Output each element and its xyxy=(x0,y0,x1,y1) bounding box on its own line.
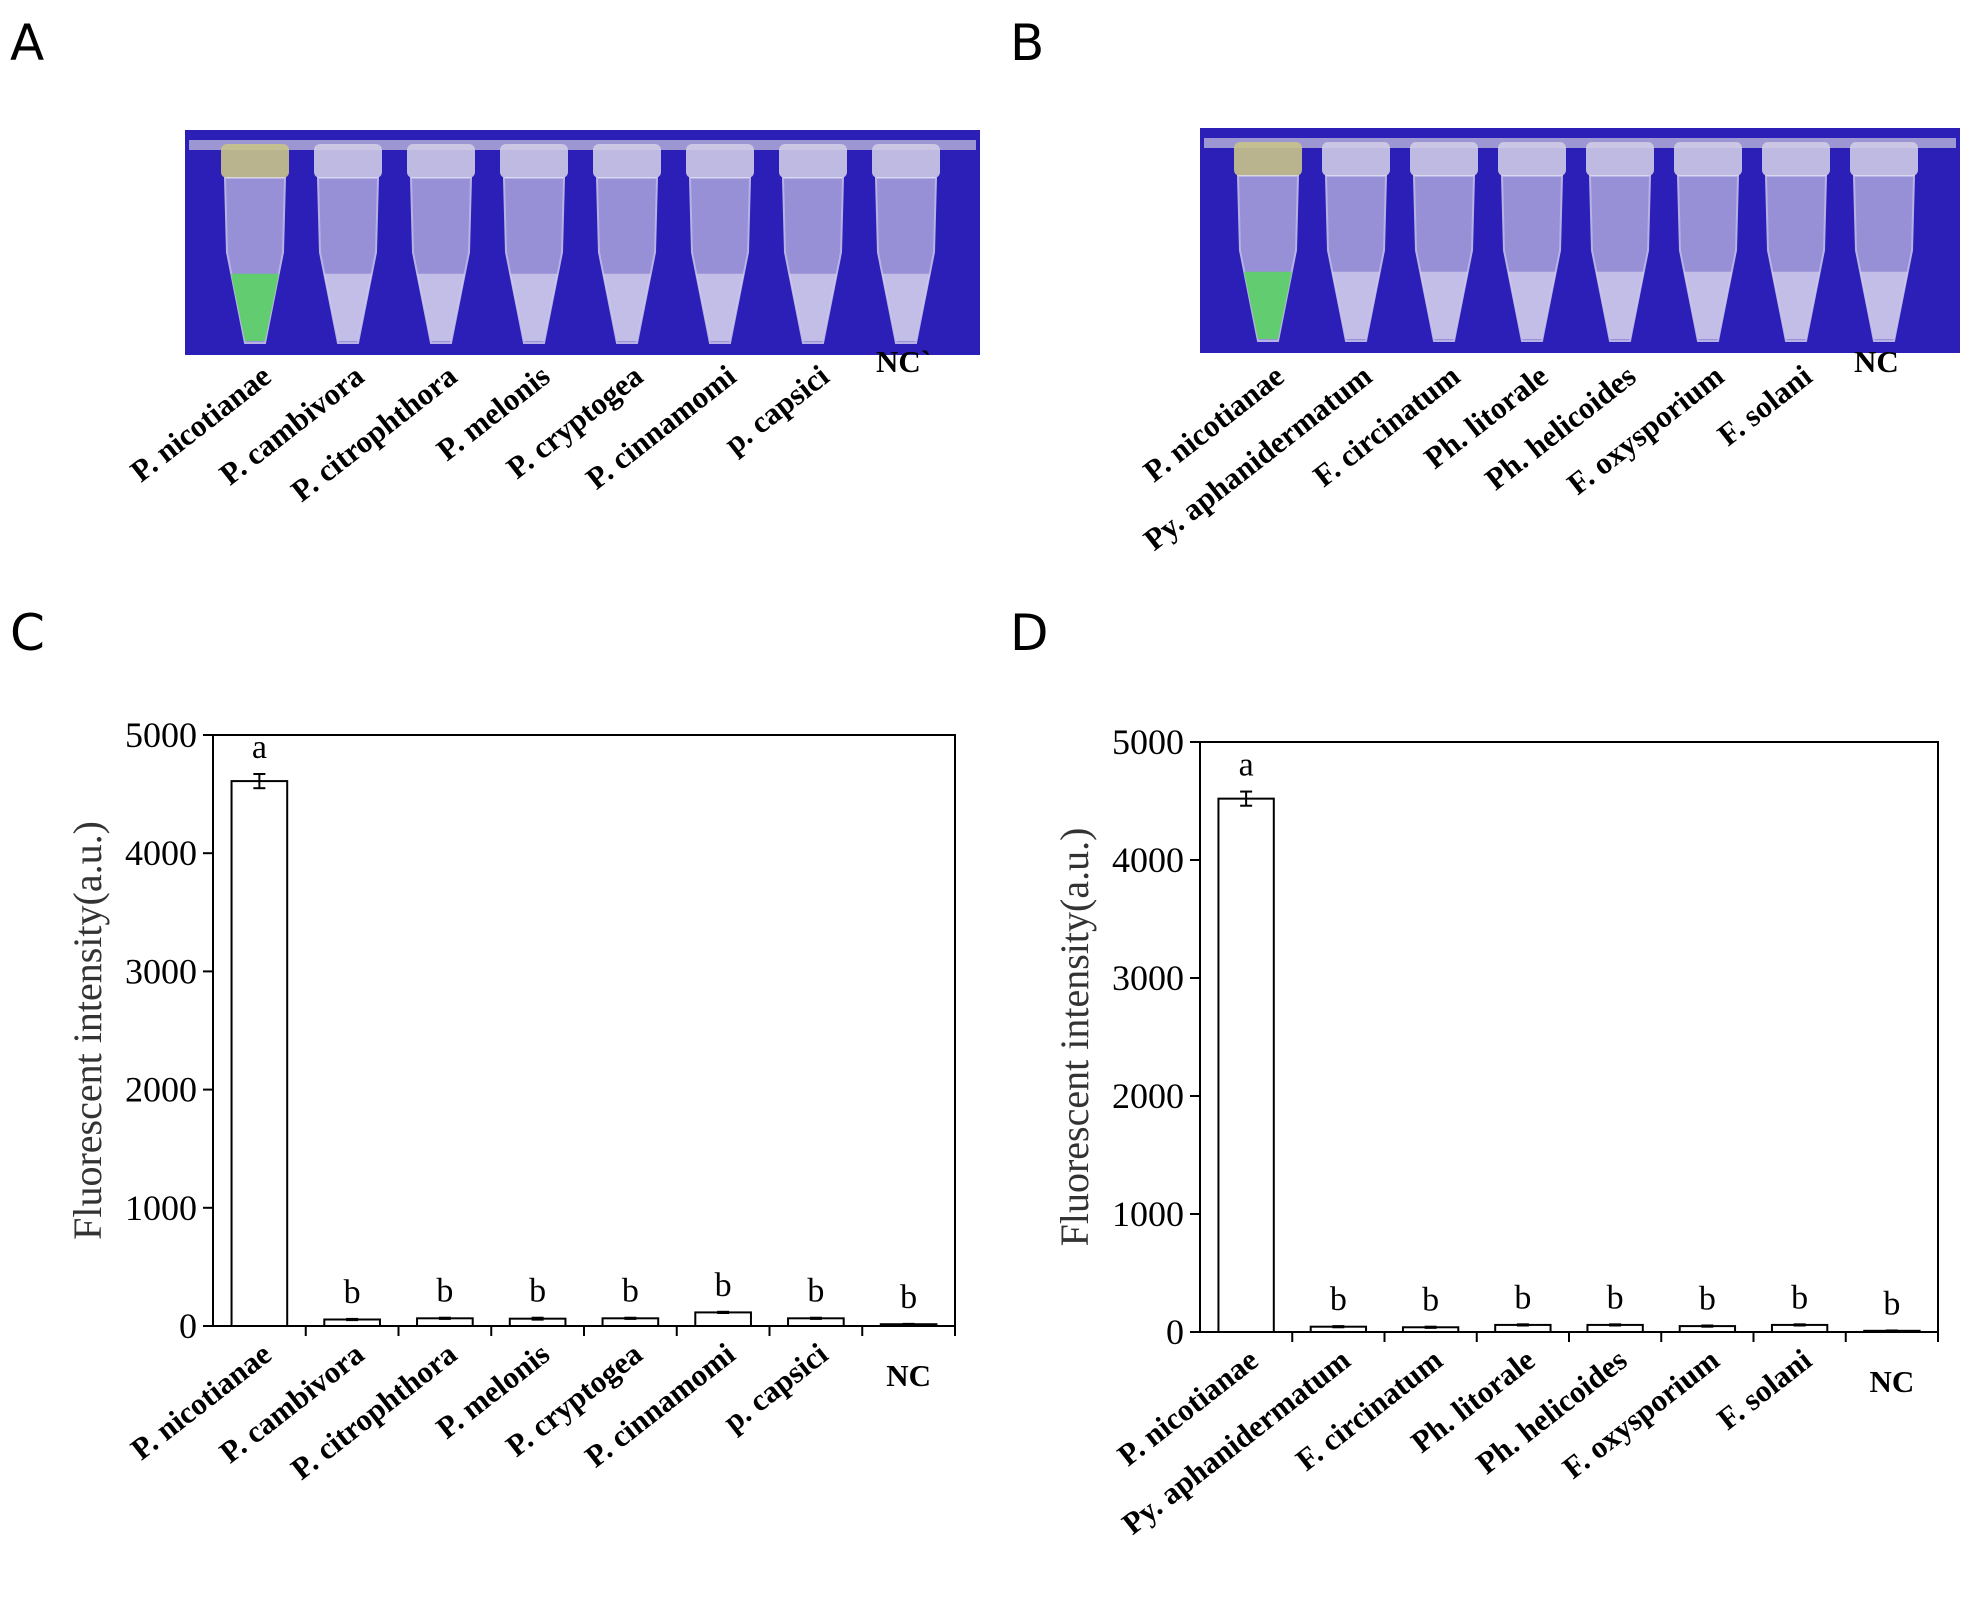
error-bar xyxy=(624,1316,637,1320)
plot-frame xyxy=(1199,741,1939,1333)
tube-f-solani xyxy=(1762,142,1830,342)
error-bar xyxy=(902,1322,915,1326)
tube-photo-a xyxy=(185,130,980,355)
photo-background xyxy=(185,130,980,355)
x-tick-label: F. solani xyxy=(1710,1342,1818,1437)
x-tick-label: NC xyxy=(886,1358,931,1393)
bar-p-nicotianae xyxy=(1217,797,1275,1333)
error-bar xyxy=(1424,1325,1437,1329)
significance-label: b xyxy=(807,1273,824,1310)
tube-label: P. citrophthora xyxy=(284,358,463,509)
significance-label: b xyxy=(1514,1279,1531,1316)
bar-chart-d: 0 1000 2000 3000 4000 5000 Fluorescent intensi… xyxy=(1052,722,1939,1541)
error-bar xyxy=(1516,1323,1529,1327)
error-bar xyxy=(1240,790,1253,807)
photo-background xyxy=(1200,128,1960,353)
significance-label: a xyxy=(252,729,267,766)
error-bar xyxy=(1885,1329,1898,1333)
significance-label: b xyxy=(622,1273,639,1310)
tube-ph-helicoides xyxy=(1586,142,1654,342)
y-tick-label: 4000 xyxy=(1112,840,1184,880)
panel-letter-b: B xyxy=(1010,14,1044,72)
y-tick-label: 3000 xyxy=(1112,958,1184,998)
tube-p-nicotianae xyxy=(1234,142,1302,342)
tube-label: NC` xyxy=(876,344,931,379)
y-tick-label: 2000 xyxy=(1112,1076,1184,1116)
tube-p-nicotianae xyxy=(221,144,289,344)
tube-f-circinatum xyxy=(1410,142,1478,342)
y-tick-label: 5000 xyxy=(1112,722,1184,762)
tube-p-cinnamomi xyxy=(686,144,754,344)
significance-label: b xyxy=(900,1279,917,1316)
tube-f-oxysporium xyxy=(1674,142,1742,342)
significance-label: b xyxy=(1422,1282,1439,1319)
error-bar xyxy=(717,1310,730,1314)
tube-nc xyxy=(872,144,940,344)
y-tick-label: 1000 xyxy=(125,1188,197,1228)
y-tick-label: 1000 xyxy=(1112,1194,1184,1234)
error-bar xyxy=(1701,1324,1714,1328)
error-bar xyxy=(1793,1323,1806,1327)
bar-p-nicotianae xyxy=(230,780,289,1327)
tube-rack-strip xyxy=(189,140,976,150)
tube-p-melonis xyxy=(500,144,568,344)
tube-label: F. solani xyxy=(1711,358,1819,453)
tube-py-aphanidermatum xyxy=(1322,142,1390,342)
significance-label: b xyxy=(1330,1281,1347,1318)
y-tick-label: 0 xyxy=(179,1306,197,1346)
error-bar xyxy=(531,1316,544,1321)
error-bar xyxy=(1332,1325,1345,1329)
plot-frame xyxy=(212,734,956,1327)
tube-ph-litorale xyxy=(1498,142,1566,342)
tube-nc xyxy=(1850,142,1918,342)
significance-label: b xyxy=(1791,1279,1808,1316)
y-tick-label: 0 xyxy=(1166,1312,1184,1352)
tube-label: Ph. helicoides xyxy=(1478,358,1642,497)
tube-p-cryptogea xyxy=(593,144,661,344)
tube-photo-b xyxy=(1200,128,1960,353)
panel-letter-d: D xyxy=(1010,604,1049,662)
error-bar xyxy=(253,773,266,790)
significance-label: b xyxy=(1699,1281,1716,1318)
significance-label: b xyxy=(715,1267,732,1304)
x-tick-label: F. oxysporium xyxy=(1556,1342,1726,1486)
tube-p-citrophthora xyxy=(407,144,475,344)
tube-label: F. oxysporium xyxy=(1560,358,1730,502)
error-bar xyxy=(346,1317,359,1322)
tube-p-capsici xyxy=(779,144,847,344)
tube-p-cambivora xyxy=(314,144,382,344)
y-tick-label: 3000 xyxy=(125,951,197,991)
significance-label: b xyxy=(1607,1279,1624,1316)
y-tick-label: 2000 xyxy=(125,1070,197,1110)
tube-rack-strip xyxy=(1204,138,1956,148)
y-axis-label: Fluorescent intensity(a.u.) xyxy=(1052,828,1097,1247)
significance-label: a xyxy=(1239,747,1254,784)
bar-chart-c: 0 1000 2000 3000 4000 5000 Fluorescent intensi… xyxy=(65,715,956,1487)
error-bar xyxy=(438,1316,451,1320)
bar-p-cinnamomi xyxy=(694,1311,752,1327)
y-axis-label: Fluorescent intensity(a.u.) xyxy=(65,821,110,1240)
x-tick-label: p. capsici xyxy=(716,1336,834,1439)
y-tick-label: 5000 xyxy=(125,715,197,755)
tube-label: NC xyxy=(1854,344,1899,379)
panel-letter-c: C xyxy=(10,604,45,662)
significance-label: b xyxy=(1883,1285,1900,1322)
significance-label: b xyxy=(529,1273,546,1310)
y-tick-label: 4000 xyxy=(125,833,197,873)
x-tick-label: NC xyxy=(1869,1364,1914,1399)
significance-label: b xyxy=(344,1274,361,1311)
error-bar xyxy=(809,1316,822,1320)
panel-letter-a: A xyxy=(10,14,44,72)
significance-label: b xyxy=(436,1273,453,1310)
error-bar xyxy=(1609,1323,1622,1327)
tube-label: p. capsici xyxy=(717,358,835,461)
